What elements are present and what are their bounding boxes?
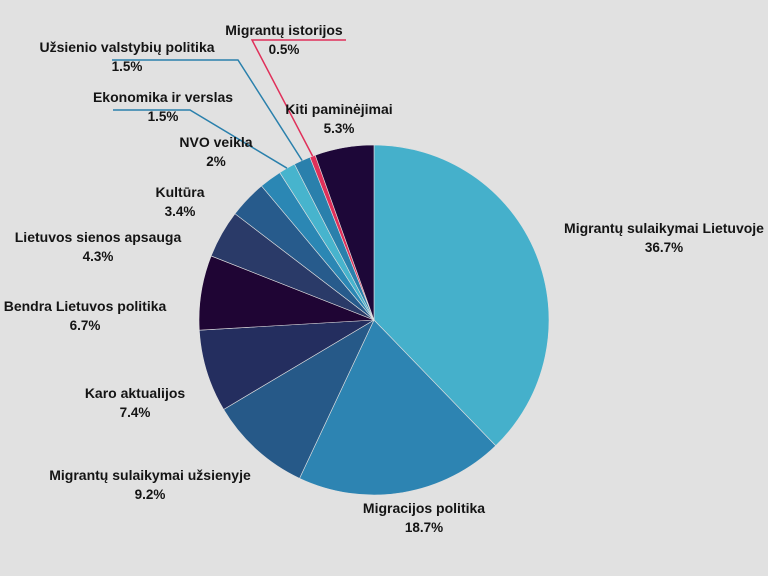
label-kiti-paminejimai: Kiti paminėjimai 5.3% <box>285 99 392 139</box>
slice-label: NVO veikla <box>179 134 253 150</box>
slice-value: 7.4% <box>119 405 151 420</box>
leader-line-10 <box>250 39 346 157</box>
slice-label: Kultūra <box>155 184 205 200</box>
label-uzsienio-valstybiu-politika: Užsienio valstybių politika 1.5% <box>39 37 214 77</box>
slice-value: 5.3% <box>323 121 355 136</box>
label-karo-aktualijos: Karo aktualijos 7.4% <box>85 383 185 423</box>
slice-label: Kiti paminėjimai <box>285 101 393 117</box>
label-migrantu-sulaikymai-uzsienyje: Migrantų sulaikymai užsienyje 9.2% <box>49 465 251 505</box>
label-migrantu-sulaikymai-lietuvoje: Migrantų sulaikymai Lietuvoje 36.7% <box>564 218 764 258</box>
slice-value: 2% <box>206 154 226 169</box>
slice-value: 4.3% <box>82 249 114 264</box>
slice-value: 1.5% <box>111 59 143 74</box>
label-migracijos-politika: Migracijos politika 18.7% <box>363 498 485 538</box>
pie-slice-0 <box>373 144 550 447</box>
slice-value: 18.7% <box>404 520 444 535</box>
slice-label: Karo aktualijos <box>84 385 186 401</box>
slice-label: Lietuvos sienos apsauga <box>14 229 182 245</box>
pie-slice-1 <box>299 319 497 496</box>
pie-slice-11 <box>314 144 375 321</box>
slice-value: 3.4% <box>164 204 196 219</box>
label-kultura: Kultūra 3.4% <box>156 182 205 222</box>
slice-label: Migrantų istorijos <box>225 22 343 38</box>
label-bendra-lietuvos-politika: Bendra Lietuvos politika 6.7% <box>4 296 167 336</box>
slice-value: 36.7% <box>644 240 684 255</box>
pie-slice-2 <box>223 319 375 479</box>
slice-value: 9.2% <box>134 487 166 502</box>
slice-label: Migracijos politika <box>362 500 486 516</box>
slice-label: Ekonomika ir verslas <box>92 89 234 105</box>
slice-label: Bendra Lietuvos politika <box>3 298 167 314</box>
slice-value: 0.5% <box>268 42 300 57</box>
slice-label: Migrantų sulaikymai Lietuvoje <box>564 220 764 236</box>
slice-value: 1.5% <box>147 109 179 124</box>
label-ekonomika-ir-verslas: Ekonomika ir verslas 1.5% <box>93 87 233 127</box>
label-nvo-veikla: NVO veikla 2% <box>179 132 252 172</box>
slice-label: Migrantų sulaikymai užsienyje <box>49 467 251 483</box>
label-migrantu-istorijos: Migrantų istorijos 0.5% <box>225 20 342 60</box>
slice-value: 6.7% <box>69 318 101 333</box>
slice-label: Užsienio valstybių politika <box>39 39 215 55</box>
leader-line-9 <box>112 59 303 161</box>
label-lietuvos-sienos-apsauga: Lietuvos sienos apsauga 4.3% <box>15 227 182 267</box>
leader-line-8 <box>113 109 288 169</box>
